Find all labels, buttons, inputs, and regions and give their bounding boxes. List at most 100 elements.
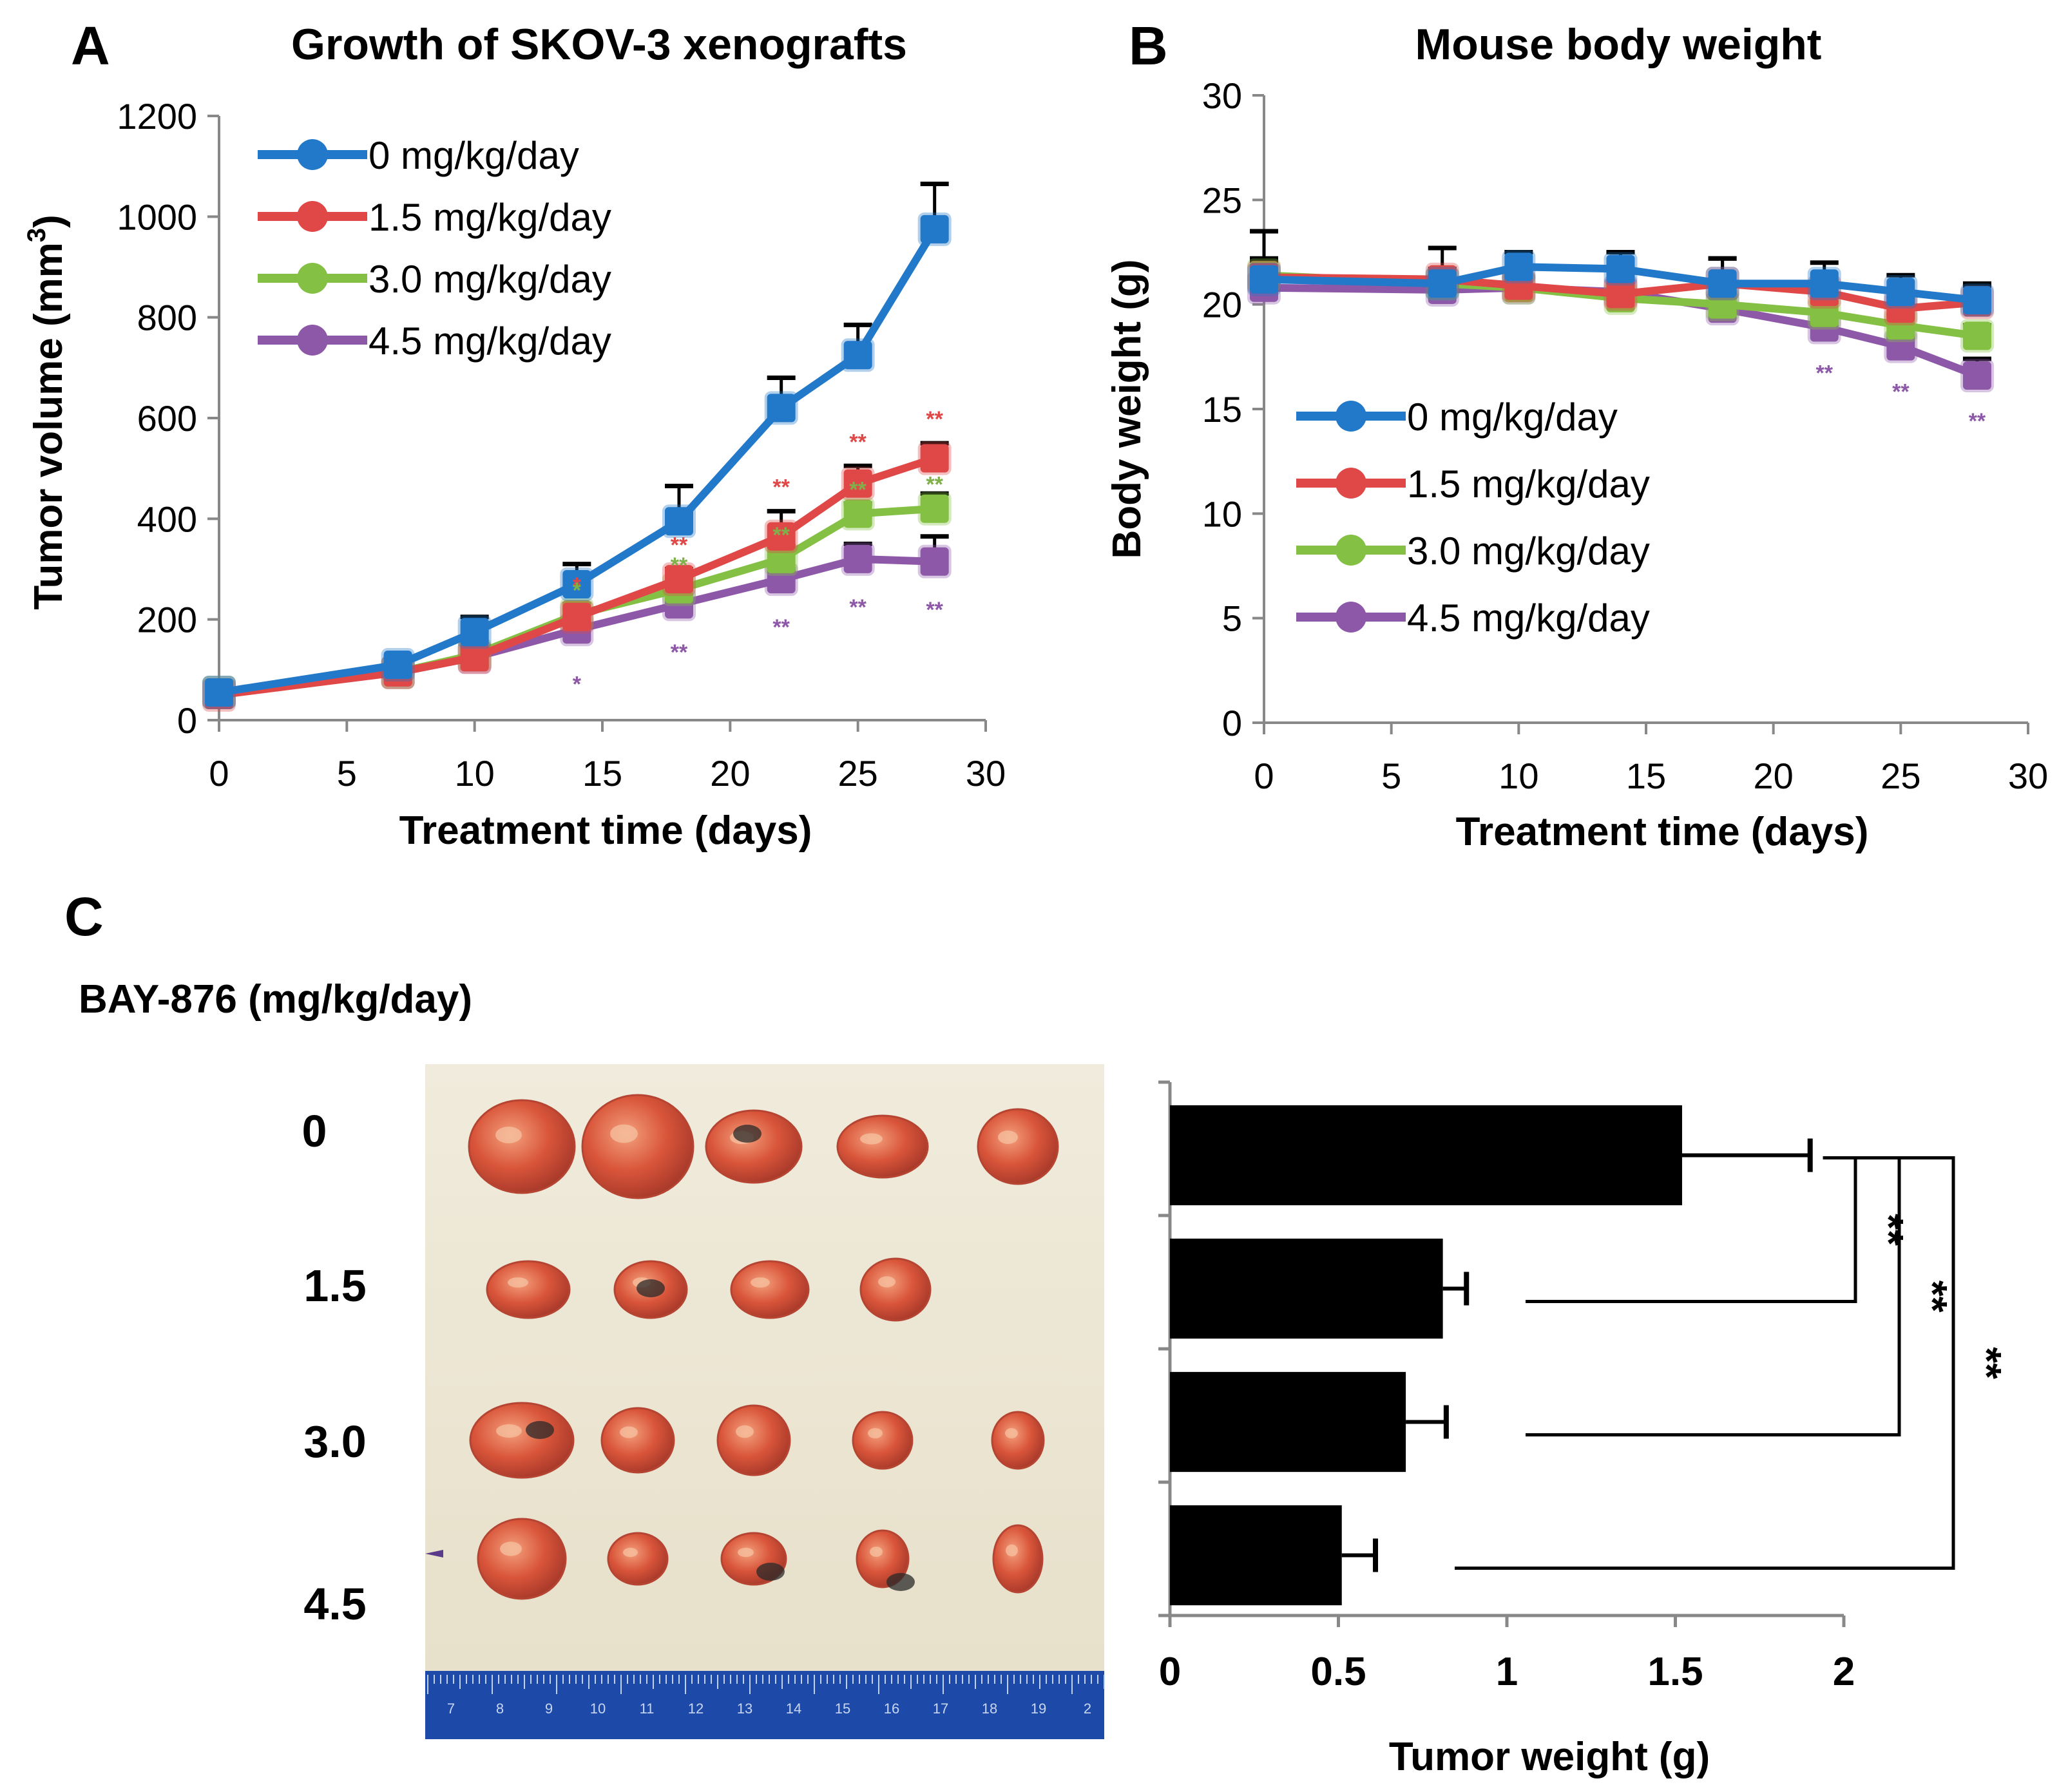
- panel-a-ytick-label: 800: [137, 298, 197, 338]
- panel-b-data-point: [1960, 359, 1994, 393]
- panel-a-data-point: [662, 504, 696, 539]
- bar: [1170, 1105, 1682, 1206]
- ruler-number: 13: [737, 1701, 752, 1717]
- tumor-highlight: [751, 1277, 770, 1288]
- panel-a-data-point: [917, 441, 952, 475]
- panel-a-ytick-label: 0: [177, 700, 197, 741]
- panel-b-ylabel: Body weight (g): [1105, 260, 1149, 559]
- tumor: [486, 1260, 571, 1319]
- panel-a-significance-mark: **: [926, 407, 943, 432]
- panel-b-legend-label: 1.5 mg/kg/day: [1407, 462, 1650, 506]
- panel-b-ytick-label: 15: [1202, 389, 1242, 430]
- tumor: [977, 1108, 1059, 1185]
- panel-b-legend-label: 4.5 mg/kg/day: [1407, 596, 1650, 640]
- panel-a-xtick-label: 15: [582, 753, 622, 794]
- panel-b-xlabel: Treatment time (days): [1456, 810, 1869, 854]
- panel-a-xtick-label: 0: [209, 753, 229, 794]
- panel-a-legend: 0 mg/kg/day 1.5 mg/kg/day 3.0 mg/kg/day 4.5…: [258, 134, 611, 363]
- tumor-dark-spot: [886, 1573, 915, 1591]
- bar-xtick-label: 0.5: [1310, 1650, 1366, 1694]
- tumor: [852, 1411, 914, 1470]
- panel-b-data-point: [1502, 250, 1536, 284]
- panel-a-data-point: [764, 519, 798, 553]
- panel-a-letter: A: [71, 15, 110, 76]
- panel-a-ytick-label: 1000: [117, 196, 197, 237]
- tumor: [468, 1099, 576, 1194]
- panel-b-legend-marker: [1336, 401, 1366, 432]
- panel-a-significance-mark: **: [849, 595, 867, 620]
- tumor: [607, 1532, 669, 1586]
- panel-b-legend-marker: [1336, 535, 1366, 566]
- tumor-dark-spot: [756, 1563, 785, 1581]
- tumor: [859, 1257, 932, 1322]
- tumor: [856, 1529, 910, 1588]
- bar: [1170, 1238, 1443, 1339]
- tumor-highlight: [500, 1541, 522, 1556]
- ruler-number: 15: [835, 1701, 850, 1717]
- panel-a-data-point: [917, 544, 952, 578]
- panel-b-legend-label: 3.0 mg/kg/day: [1407, 529, 1650, 573]
- significance-label: **: [1866, 1214, 1912, 1246]
- ruler: [425, 1671, 1104, 1739]
- panel-a-data-point: [560, 567, 594, 601]
- panel-b-xtick-label: 25: [1881, 756, 1920, 796]
- tumor: [992, 1524, 1044, 1594]
- panel-a-data-point: [764, 391, 798, 425]
- panel-c-xlabel: Tumor weight (g): [1389, 1735, 1710, 1779]
- dose-label: 1.5: [303, 1261, 366, 1311]
- ruler-number: 2: [1084, 1701, 1091, 1717]
- tumor-highlight: [1006, 1544, 1018, 1557]
- panel-a-legend-label: 3.0 mg/kg/day: [369, 258, 611, 301]
- panel-b-ytick-label: 0: [1222, 703, 1242, 743]
- ruler-number: 11: [640, 1701, 655, 1717]
- tumor-highlight: [610, 1124, 638, 1143]
- panel-a-legend-marker: [297, 325, 328, 356]
- tumor-highlight: [1005, 1428, 1018, 1438]
- tumor-dark-spot: [733, 1125, 761, 1143]
- panel-b-ytick-label: 20: [1202, 285, 1242, 325]
- panel-b-data-point: [1247, 262, 1281, 296]
- tumor: [836, 1114, 929, 1179]
- panel-a-legend-marker: [297, 139, 328, 170]
- panel-c-bar-chart: 0 0.5 1 1.5 2 ** ** **: [1158, 1080, 2010, 1694]
- panel-b-ytick-label: 5: [1222, 598, 1242, 639]
- ruler-number: 9: [545, 1701, 553, 1717]
- panel-a-data-point: [202, 676, 236, 710]
- panel-b: B Mouse body weight 0 5 10 15 20 25 30 0 5 10 15 20…: [1105, 15, 2048, 854]
- panel-b-data-point: [1884, 275, 1918, 309]
- panel-a-data-point: [917, 212, 952, 246]
- panel-a-legend-label: 4.5 mg/kg/day: [369, 319, 611, 363]
- panel-a-data-point: [841, 542, 875, 576]
- panel-b-data-point: [1960, 283, 1994, 318]
- panel-a-significance-mark: **: [772, 523, 790, 548]
- panel-b-xtick-label: 30: [2008, 756, 2048, 796]
- panel-a-significance-mark: *: [573, 573, 582, 598]
- panel-a-legend-marker: [297, 263, 328, 294]
- panel-b-xtick-label: 15: [1626, 756, 1666, 796]
- tumor: [600, 1407, 675, 1474]
- tumor-highlight: [998, 1130, 1018, 1144]
- panel-a-title: Growth of SKOV-3 xenografts: [291, 20, 907, 69]
- tumor-highlight: [620, 1426, 638, 1438]
- tumor-highlight: [495, 1127, 522, 1143]
- panel-a-significance-mark: **: [926, 598, 943, 622]
- tumor-highlight: [623, 1547, 638, 1558]
- tumor: [705, 1109, 803, 1184]
- tumor: [469, 1402, 575, 1479]
- tumor-highlight: [868, 1428, 883, 1438]
- dose-label: 3.0: [303, 1416, 366, 1467]
- panel-b-data-point: [1425, 267, 1459, 301]
- ruler-number: 10: [590, 1701, 606, 1717]
- panel-a-significance-mark: **: [849, 430, 867, 454]
- bar-xtick-label: 2: [1833, 1650, 1855, 1694]
- panel-a-xtick-label: 20: [710, 753, 750, 794]
- drug-label: BAY-876 (mg/kg/day): [79, 977, 472, 1022]
- bar: [1170, 1505, 1342, 1606]
- panel-a-xtick-label: 30: [966, 753, 1006, 794]
- tumor-photo: 7 8 9 10 11 12 13 14 15 16 17 18 19 2: [425, 1064, 1105, 1739]
- panel-b-xtick-label: 10: [1499, 756, 1538, 796]
- tumor-highlight: [738, 1547, 754, 1558]
- panel-a-significance-mark: **: [849, 478, 867, 502]
